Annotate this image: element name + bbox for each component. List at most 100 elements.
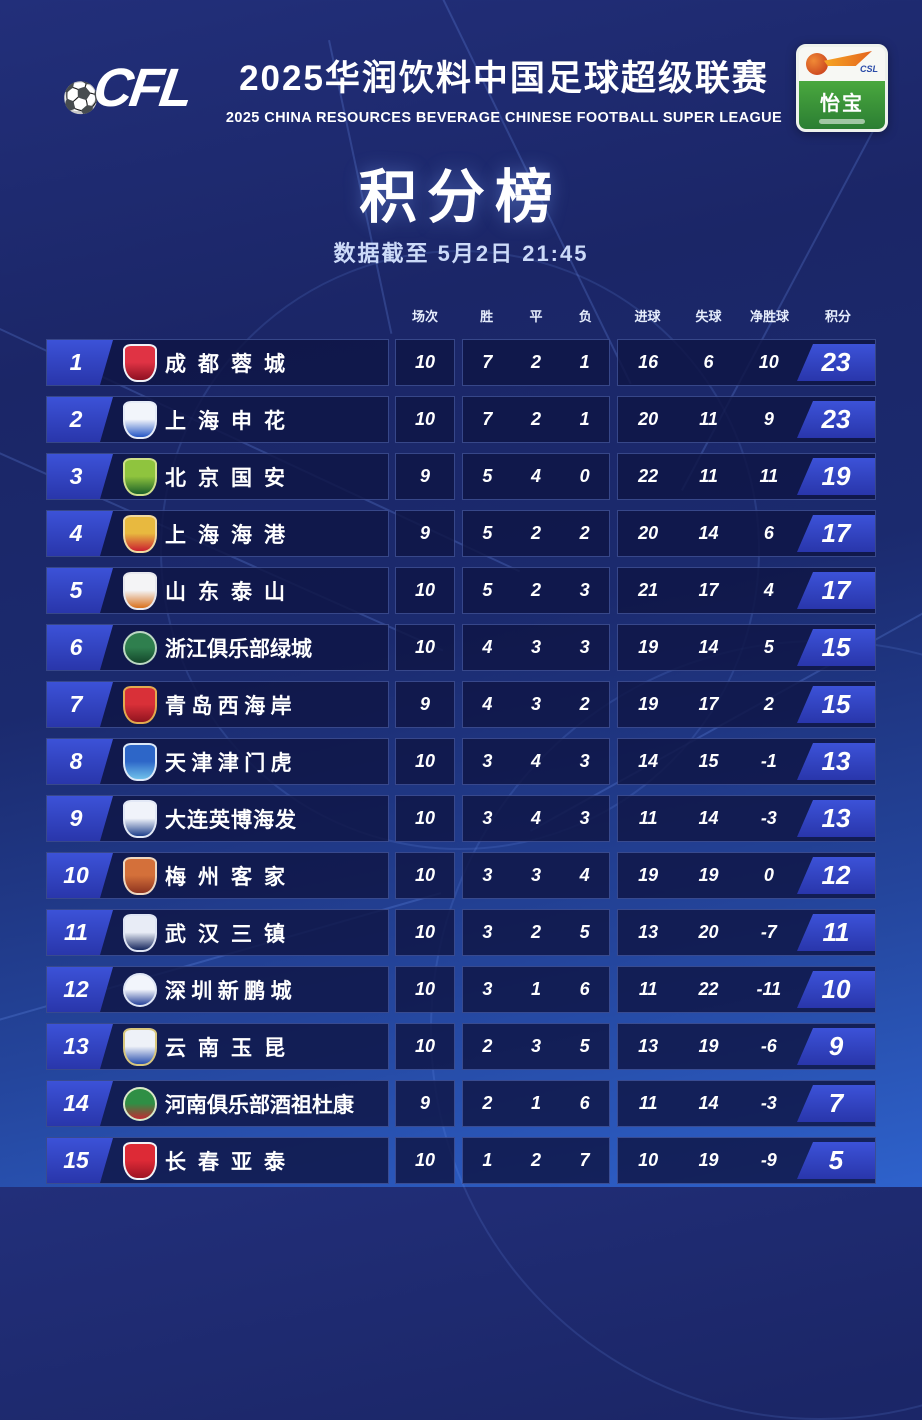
stat-value: 22 — [638, 466, 659, 486]
team-name: 天津津门虎 — [165, 751, 297, 775]
stat-value: -11 — [756, 979, 782, 999]
table-row: 2 上海申花 10 7 2 1 20 11 9 23 — [46, 396, 876, 443]
results-cell: 3 4 3 — [462, 795, 610, 842]
stat-value: -7 — [760, 922, 777, 942]
stat-value: 6 — [579, 979, 590, 999]
stat-value: 2 — [482, 1036, 493, 1056]
team-logo — [123, 457, 157, 496]
points-badge: 19 — [797, 458, 875, 495]
rank-badge: 6 — [47, 625, 113, 670]
played-cell: 10 — [395, 738, 455, 785]
stat-value: 5 — [482, 580, 493, 600]
stat-value: 1 — [579, 352, 590, 372]
stat-value: 11 — [638, 979, 658, 999]
stat-value: 10 — [414, 979, 436, 999]
results-cell: 7 2 1 — [462, 396, 610, 443]
league-title-chinese: 2025华润饮料中国足球超级联赛 — [239, 59, 769, 98]
league-title-english: 2025 CHINA RESOURCES BEVERAGE CHINESE FO… — [225, 110, 783, 126]
table-row: 6 浙江俱乐部绿城 10 4 3 3 19 14 5 15 — [46, 624, 876, 671]
board-subtitle: 数据截至 5月2日 21:45 — [333, 241, 589, 266]
column-header-goal-diff: 净胜球 — [749, 309, 789, 324]
stat-value: 3 — [482, 808, 493, 828]
board-title: 积分榜 — [358, 165, 563, 230]
sponsor-brand-name: 怡宝 — [820, 92, 864, 115]
stat-value: 20 — [638, 523, 659, 543]
column-header-group-results: 胜 平 负 — [462, 306, 610, 325]
stat-value: 3 — [482, 751, 493, 771]
stat-value: 10 — [414, 1150, 436, 1170]
stat-value: 9 — [419, 466, 430, 486]
stat-value: -3 — [760, 1093, 777, 1113]
sponsor-badge: CSL 怡宝 — [796, 44, 888, 132]
points-badge: 9 — [797, 1028, 875, 1065]
points-badge: 12 — [797, 857, 875, 894]
stat-value: 10 — [414, 865, 436, 885]
results-cell: 4 3 2 — [462, 681, 610, 728]
results-cell: 3 4 3 — [462, 738, 610, 785]
stat-value: 3 — [482, 922, 493, 942]
stat-value: 14 — [698, 808, 719, 828]
team-logo — [123, 1086, 157, 1121]
rank-badge: 14 — [47, 1081, 113, 1126]
points-badge: 13 — [797, 800, 875, 837]
played-cell: 10 — [395, 1023, 455, 1070]
team-name: 成都蓉城 — [165, 352, 297, 376]
stat-value: 4 — [579, 865, 590, 885]
goals-cell: 14 15 -1 13 — [617, 738, 876, 785]
rank-badge: 2 — [47, 397, 113, 442]
stat-value: 1 — [531, 1093, 542, 1113]
stat-value: 11 — [759, 466, 779, 486]
goals-cell: 11 22 -11 10 — [617, 966, 876, 1013]
results-cell: 2 1 6 — [462, 1080, 610, 1127]
stat-value: 10 — [414, 922, 436, 942]
team-cell: 1 成都蓉城 — [46, 339, 389, 386]
sponsor-badge-bottom: 怡宝 — [799, 81, 885, 129]
table-row: 13 云南玉昆 10 2 3 5 13 19 -6 9 — [46, 1023, 876, 1070]
rank-badge: 3 — [47, 454, 113, 499]
team-cell: 5 山东泰山 — [46, 567, 389, 614]
played-cell: 9 — [395, 681, 455, 728]
table-row: 4 上海海港 9 5 2 2 20 14 6 17 — [46, 510, 876, 557]
team-name: 河南俱乐部酒祖杜康 — [165, 1093, 354, 1117]
stat-value: 6 — [579, 1093, 590, 1113]
team-cell: 4 上海海港 — [46, 510, 389, 557]
stat-value: 3 — [531, 1036, 542, 1056]
stat-value: 11 — [638, 808, 658, 828]
stat-value: 13 — [638, 1036, 659, 1056]
stat-value: 5 — [579, 1036, 590, 1056]
stat-value: 1 — [482, 1150, 493, 1170]
played-cell: 10 — [395, 852, 455, 899]
rank-badge: 13 — [47, 1024, 113, 1069]
stat-value: 4 — [482, 694, 493, 714]
stat-value: 3 — [482, 865, 493, 885]
team-name: 深圳新鹏城 — [165, 979, 297, 1003]
table-row: 3 北京国安 9 5 4 0 22 11 11 19 — [46, 453, 876, 500]
stat-value: 5 — [482, 523, 493, 543]
team-cell: 13 云南玉昆 — [46, 1023, 389, 1070]
results-cell: 1 2 7 — [462, 1137, 610, 1184]
stat-value: 20 — [698, 922, 719, 942]
stat-value: 22 — [698, 979, 719, 999]
stat-value: 9 — [419, 1093, 430, 1113]
rank-badge: 4 — [47, 511, 113, 556]
stat-value: 2 — [482, 1093, 493, 1113]
cfl-logo-text: CFL — [89, 57, 194, 118]
standings-rows: 1 成都蓉城 10 7 2 1 16 6 10 23 2 上海申花 10 7 — [46, 339, 876, 1194]
column-header-goals-for: 进球 — [634, 309, 661, 324]
team-name: 北京国安 — [165, 466, 297, 490]
stat-value: 2 — [579, 694, 590, 714]
team-logo — [123, 630, 157, 665]
stat-value: 0 — [763, 865, 774, 885]
goals-cell: 19 19 0 12 — [617, 852, 876, 899]
team-cell: 14 河南俱乐部酒祖杜康 — [46, 1080, 389, 1127]
rank-badge: 5 — [47, 568, 113, 613]
stat-value: -6 — [760, 1036, 777, 1056]
goals-cell: 22 11 11 19 — [617, 453, 876, 500]
played-cell: 9 — [395, 453, 455, 500]
team-name: 上海海港 — [165, 523, 297, 547]
stat-value: 19 — [638, 637, 659, 657]
league-header: ⚽ CFL 2025华润饮料中国足球超级联赛 2025 CHINA RESOUR… — [34, 40, 888, 136]
stat-value: 5 — [763, 637, 774, 657]
team-cell: 6 浙江俱乐部绿城 — [46, 624, 389, 671]
team-logo — [123, 799, 157, 838]
